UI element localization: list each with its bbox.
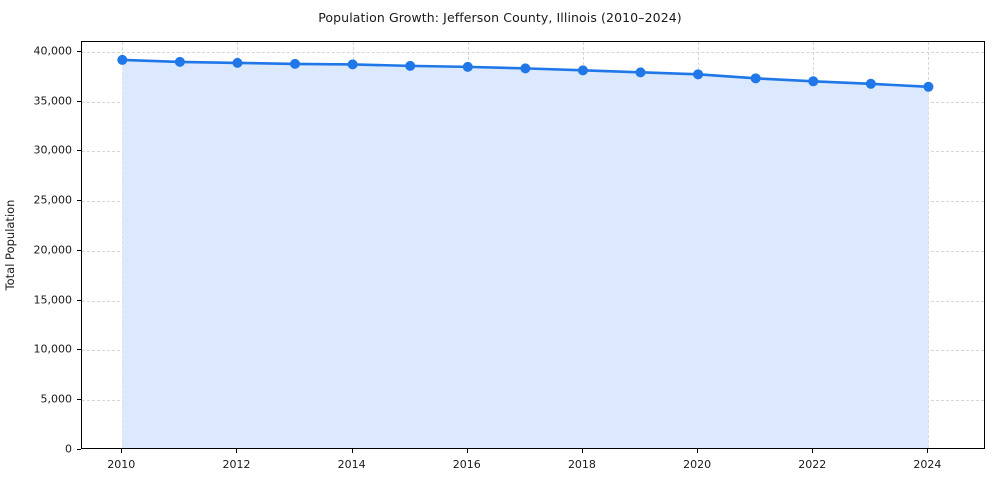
x-tick-mark bbox=[121, 449, 123, 453]
data-point-marker bbox=[577, 65, 588, 76]
y-tick-mark bbox=[77, 399, 81, 401]
data-point-marker bbox=[865, 78, 876, 89]
x-tick-mark bbox=[351, 449, 353, 453]
y-tick-label: 0 bbox=[65, 442, 72, 456]
x-tick-label: 2016 bbox=[452, 458, 481, 471]
area-fill bbox=[122, 59, 929, 448]
y-tick-label: 25,000 bbox=[33, 193, 73, 207]
x-tick-label: 2014 bbox=[337, 458, 366, 471]
data-point-marker bbox=[808, 76, 819, 87]
chart-title: Population Growth: Jefferson County, Ill… bbox=[318, 10, 682, 25]
y-tick-mark bbox=[77, 349, 81, 351]
y-tick-mark bbox=[77, 449, 81, 450]
y-tick-mark bbox=[77, 100, 81, 102]
y-tick-label: 30,000 bbox=[33, 143, 73, 157]
y-tick-mark bbox=[77, 200, 81, 202]
y-tick-label: 15,000 bbox=[33, 293, 73, 307]
x-tick-label: 2018 bbox=[567, 458, 596, 471]
y-tick-label: 10,000 bbox=[33, 342, 73, 356]
x-tick-label: 2012 bbox=[222, 458, 251, 471]
y-tick-mark bbox=[77, 150, 81, 152]
data-point-marker bbox=[405, 60, 416, 71]
x-tick-mark bbox=[697, 449, 699, 453]
data-point-marker bbox=[117, 54, 128, 65]
data-point-marker bbox=[290, 58, 301, 69]
y-tick-label: 20,000 bbox=[33, 243, 73, 257]
data-point-marker bbox=[693, 69, 704, 80]
data-point-marker bbox=[520, 63, 531, 74]
x-tick-label: 2020 bbox=[683, 458, 712, 471]
data-point-marker bbox=[635, 67, 646, 78]
y-tick-mark bbox=[77, 50, 81, 52]
y-tick-label: 5,000 bbox=[40, 392, 73, 406]
plot-area bbox=[81, 41, 985, 449]
y-tick-label: 35,000 bbox=[33, 94, 73, 108]
x-tick-mark bbox=[236, 449, 238, 453]
data-point-marker bbox=[750, 73, 761, 84]
x-tick-label: 2022 bbox=[798, 458, 827, 471]
gridline-vertical bbox=[928, 42, 930, 448]
y-tick-mark bbox=[77, 299, 81, 301]
series-markers bbox=[117, 54, 934, 92]
x-tick-mark bbox=[466, 449, 468, 453]
x-tick-mark bbox=[581, 449, 583, 453]
y-tick-label: 40,000 bbox=[33, 44, 73, 58]
data-point-marker bbox=[347, 59, 358, 70]
y-tick-mark bbox=[77, 249, 81, 251]
x-tick-label: 2010 bbox=[107, 458, 136, 471]
data-point-marker bbox=[174, 56, 185, 67]
x-tick-label: 2024 bbox=[913, 458, 942, 471]
data-point-marker bbox=[923, 81, 934, 92]
data-point-marker bbox=[462, 61, 473, 72]
gridline-horizontal bbox=[82, 51, 984, 53]
population-area-series bbox=[117, 54, 934, 448]
x-tick-mark bbox=[927, 449, 929, 453]
data-point-marker bbox=[232, 57, 243, 68]
x-tick-mark bbox=[812, 449, 814, 453]
